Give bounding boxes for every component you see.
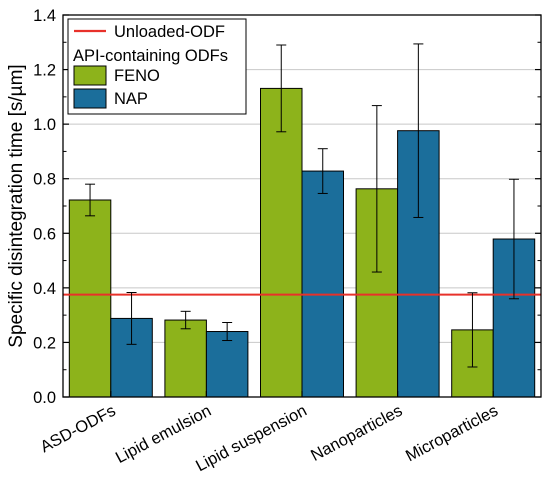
- legend: Unloaded-ODF API-containing ODFs FENO NA…: [67, 18, 247, 115]
- error-bar: [85, 183, 96, 217]
- x-tick-label: Microparticles: [403, 402, 501, 466]
- x-tick-label: ASD-ODFs: [37, 402, 118, 457]
- error-bar: [467, 292, 478, 368]
- bar-feno-asd-odfs: [68, 199, 112, 398]
- error-bar: [222, 322, 233, 342]
- y-tick-label: 0.2: [33, 334, 56, 352]
- bar-feno-lipid-emulsion: [164, 319, 207, 398]
- legend-swatch-feno: [73, 65, 107, 86]
- y-tick-label: 1.2: [33, 62, 56, 80]
- error-bar: [508, 178, 519, 300]
- error-bar: [317, 148, 328, 194]
- legend-label-feno: FENO: [114, 67, 160, 85]
- error-bar: [371, 105, 382, 273]
- error-bar: [126, 291, 137, 345]
- y-tick-label: 1.0: [33, 116, 56, 134]
- legend-label-nap: NAP: [114, 90, 148, 108]
- y-axis-title: Specific disintegration time [s/µm]: [6, 64, 27, 347]
- bars: [68, 87, 536, 398]
- error-bar: [413, 43, 424, 218]
- error-bar: [180, 310, 191, 330]
- error-bar: [276, 44, 287, 133]
- y-tick-label: 0.0: [33, 389, 56, 407]
- y-tick-label: 0.4: [33, 280, 56, 298]
- x-tick-label: Nanoparticles: [308, 402, 406, 465]
- legend-reference-line-label: Unloaded-ODF: [114, 23, 225, 41]
- bar-nap-lipid-emulsion: [205, 331, 249, 398]
- y-tick-label: 1.4: [33, 7, 56, 25]
- error-bars: [85, 43, 519, 368]
- y-tick-label: 0.6: [33, 225, 56, 243]
- y-tick-label: 0.8: [33, 171, 56, 189]
- legend-swatch-nap: [73, 88, 107, 109]
- bar-feno-lipid-suspension: [260, 87, 303, 398]
- legend-group-title: API-containing ODFs: [73, 47, 228, 65]
- bar-nap-lipid-suspension: [301, 170, 344, 398]
